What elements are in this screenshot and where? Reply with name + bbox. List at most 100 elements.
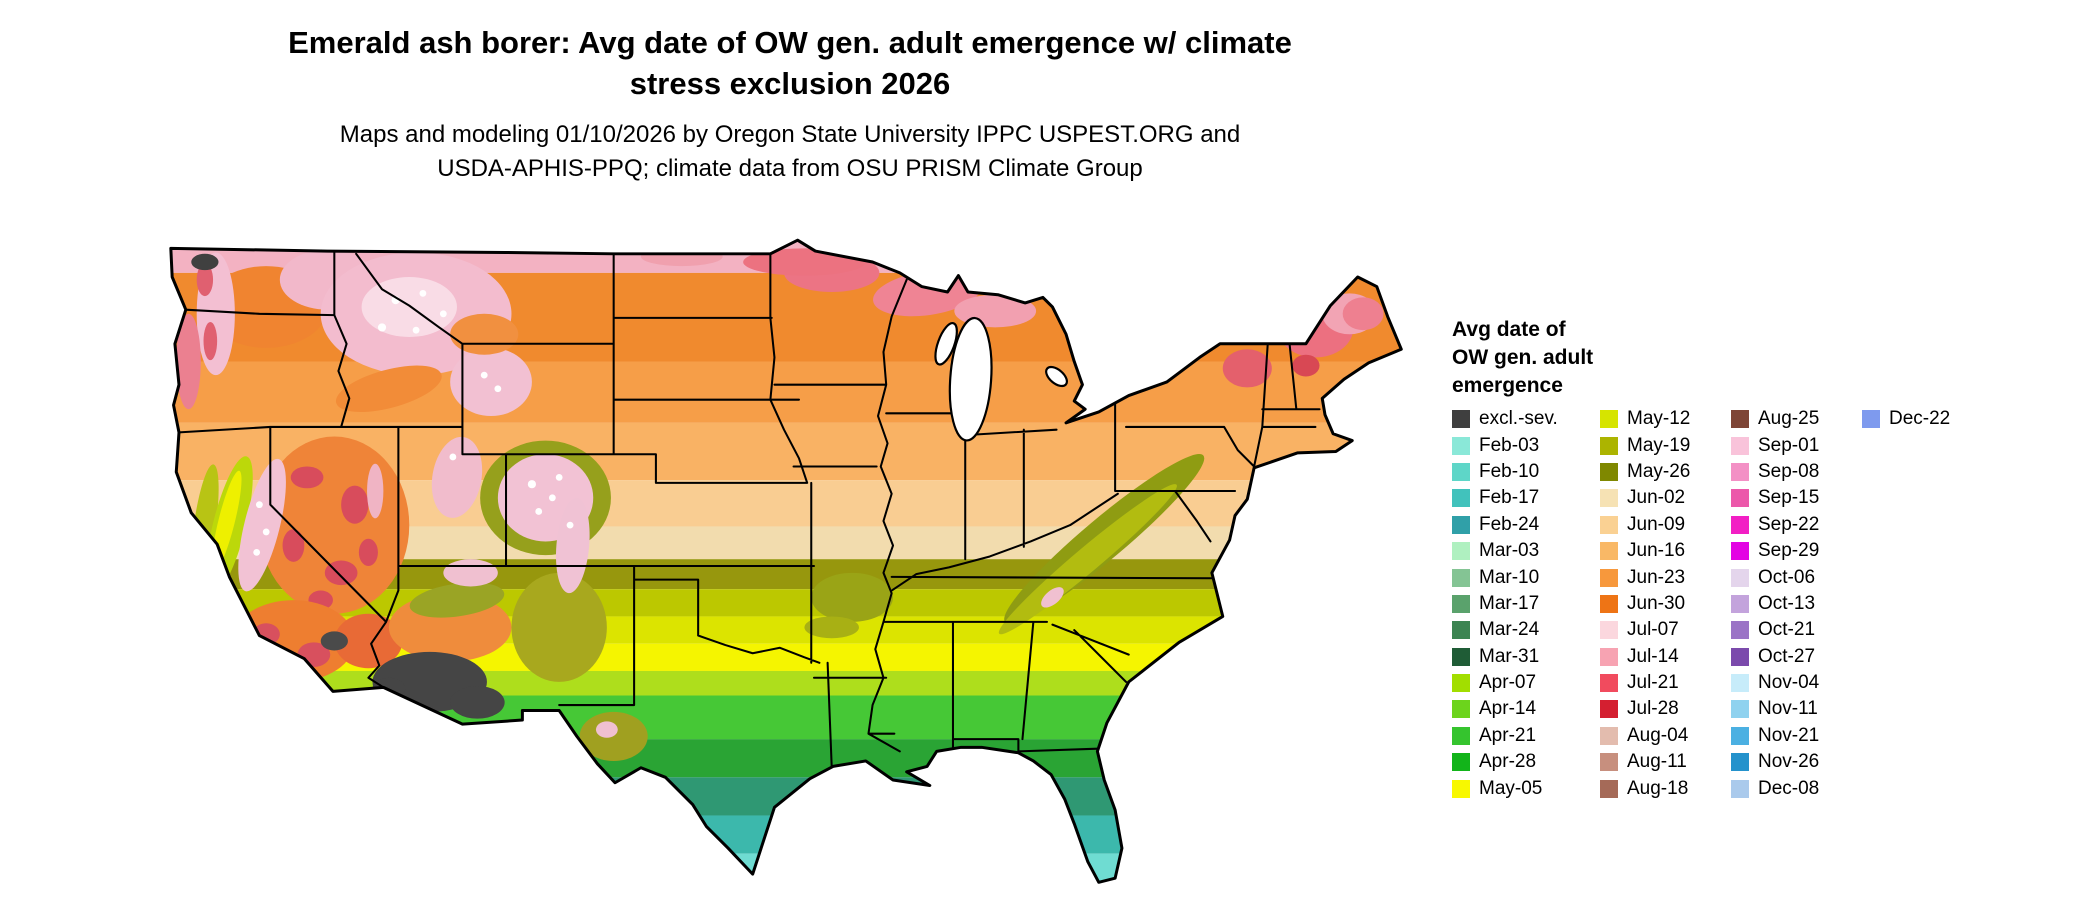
legend-swatch (1452, 674, 1470, 693)
legend-row: Jun-02 (1600, 485, 1731, 511)
legend-label: Feb-24 (1479, 513, 1540, 535)
legend-column: Aug-25 Sep-01 Sep-08 Sep-15 Sep-22 Sep-29 Oct-… (1731, 406, 1862, 802)
legend-row: Apr-14 (1452, 696, 1600, 722)
legend-row: Oct-13 (1731, 591, 1862, 617)
legend-swatch (1731, 647, 1749, 666)
legend-label: Mar-17 (1479, 592, 1540, 614)
title-line-2: stress exclusion 2026 (629, 66, 951, 101)
legend-label: excl.-sev. (1479, 408, 1558, 430)
legend-row: Jun-16 (1600, 538, 1731, 564)
legend-row: Apr-21 (1452, 723, 1600, 749)
legend-swatch (1452, 726, 1470, 745)
legend-columns: excl.-sev. Feb-03 Feb-10 Feb-17 Feb-24 Mar-03… (1452, 406, 1992, 802)
legend-row: Nov-04 (1731, 670, 1862, 696)
legend-swatch (1600, 674, 1618, 693)
legend-swatch (1862, 410, 1880, 429)
legend-label: Apr-21 (1479, 724, 1537, 746)
legend-label: Aug-11 (1627, 751, 1687, 773)
great-lakes (934, 316, 1068, 442)
legend-row: Jul-21 (1600, 670, 1731, 696)
legend-row: Dec-08 (1731, 775, 1862, 801)
legend-swatch (1452, 753, 1470, 772)
legend-swatch (1731, 410, 1749, 429)
legend-label: Mar-10 (1479, 566, 1540, 588)
legend-label: Mar-03 (1479, 540, 1540, 562)
legend-swatch (1600, 568, 1618, 587)
legend-row: Feb-17 (1452, 485, 1600, 511)
legend-row: Nov-26 (1731, 749, 1862, 775)
legend-label: Dec-08 (1758, 777, 1820, 799)
green-bay (934, 322, 958, 366)
legend-label: Aug-18 (1627, 777, 1689, 799)
legend-label: Sep-08 (1758, 460, 1820, 482)
legend-row: Dec-22 (1862, 406, 1992, 432)
legend-row: Feb-24 (1452, 512, 1600, 538)
legend-swatch (1452, 594, 1470, 613)
legend-label: Oct-06 (1758, 566, 1816, 588)
legend-swatch (1600, 436, 1618, 455)
legend-row: Apr-07 (1452, 670, 1600, 696)
legend-swatch (1452, 436, 1470, 455)
legend-title-line-2: OW gen. adult (1452, 346, 1594, 369)
legend-label: Nov-11 (1758, 698, 1818, 720)
legend-row: Jul-14 (1600, 644, 1731, 670)
legend-row: Oct-21 (1731, 617, 1862, 643)
legend-label: Sep-29 (1758, 540, 1820, 562)
legend-row: Sep-22 (1731, 512, 1862, 538)
us-outline (169, 238, 1403, 884)
legend-row: Mar-03 (1452, 538, 1600, 564)
legend-row: Feb-10 (1452, 459, 1600, 485)
legend-label: May-12 (1627, 408, 1691, 430)
legend-row: Jun-09 (1600, 512, 1731, 538)
legend-label: Aug-25 (1758, 408, 1820, 430)
lake-michigan (948, 316, 993, 442)
legend-row: Jun-23 (1600, 564, 1731, 590)
legend-label: Aug-04 (1627, 724, 1689, 746)
legend-swatch (1452, 647, 1470, 666)
legend-swatch (1731, 436, 1749, 455)
legend-label: Jun-23 (1627, 566, 1686, 588)
legend-label: Jun-16 (1627, 540, 1686, 562)
legend-row: Sep-01 (1731, 432, 1862, 458)
page-subtitle: Maps and modeling 01/10/2026 by Oregon S… (0, 118, 1580, 186)
legend-swatch (1731, 753, 1749, 772)
page-title: Emerald ash borer: Avg date of OW gen. a… (0, 22, 1580, 104)
legend-swatch (1600, 489, 1618, 508)
legend-label: Dec-22 (1889, 408, 1951, 430)
legend-swatch (1731, 674, 1749, 693)
legend-label: Jun-09 (1627, 513, 1686, 535)
legend-swatch (1731, 594, 1749, 613)
subtitle-line-2: USDA-APHIS-PPQ; climate data from OSU PR… (437, 155, 1143, 182)
legend-row: Sep-08 (1731, 459, 1862, 485)
legend-row: Aug-18 (1600, 775, 1731, 801)
legend-swatch (1452, 542, 1470, 561)
legend-title-line-3: emergence (1452, 374, 1563, 397)
legend-label: Oct-27 (1758, 645, 1816, 667)
legend-column: excl.-sev. Feb-03 Feb-10 Feb-17 Feb-24 Mar-03… (1452, 406, 1600, 802)
legend-row: Jul-28 (1600, 696, 1731, 722)
legend-label: Nov-04 (1758, 672, 1820, 694)
legend-swatch (1452, 515, 1470, 534)
legend-swatch (1731, 700, 1749, 719)
legend-row: Aug-11 (1600, 749, 1731, 775)
saginaw-bay (1045, 365, 1068, 388)
legend-swatch (1452, 489, 1470, 508)
legend-label: Feb-03 (1479, 434, 1540, 456)
header: Emerald ash borer: Avg date of OW gen. a… (0, 22, 1580, 186)
legend-row: Mar-10 (1452, 564, 1600, 590)
legend-row: Mar-31 (1452, 644, 1600, 670)
legend-label: Jun-02 (1627, 487, 1686, 509)
legend-column: May-12 May-19 May-26 Jun-02 Jun-09 Jun-16 Jun-… (1600, 406, 1731, 802)
legend-label: Jul-28 (1627, 698, 1679, 720)
legend-label: Nov-26 (1758, 751, 1820, 773)
legend-swatch (1600, 647, 1618, 666)
legend-swatch (1452, 462, 1470, 481)
legend-row: Mar-17 (1452, 591, 1600, 617)
legend-label: Apr-14 (1479, 698, 1537, 720)
legend-row: May-26 (1600, 459, 1731, 485)
legend-column: Dec-22 (1862, 406, 1992, 432)
legend-label: Nov-21 (1758, 724, 1820, 746)
legend-row: Oct-06 (1731, 564, 1862, 590)
legend-label: Oct-21 (1758, 619, 1816, 641)
legend-row: excl.-sev. (1452, 406, 1600, 432)
